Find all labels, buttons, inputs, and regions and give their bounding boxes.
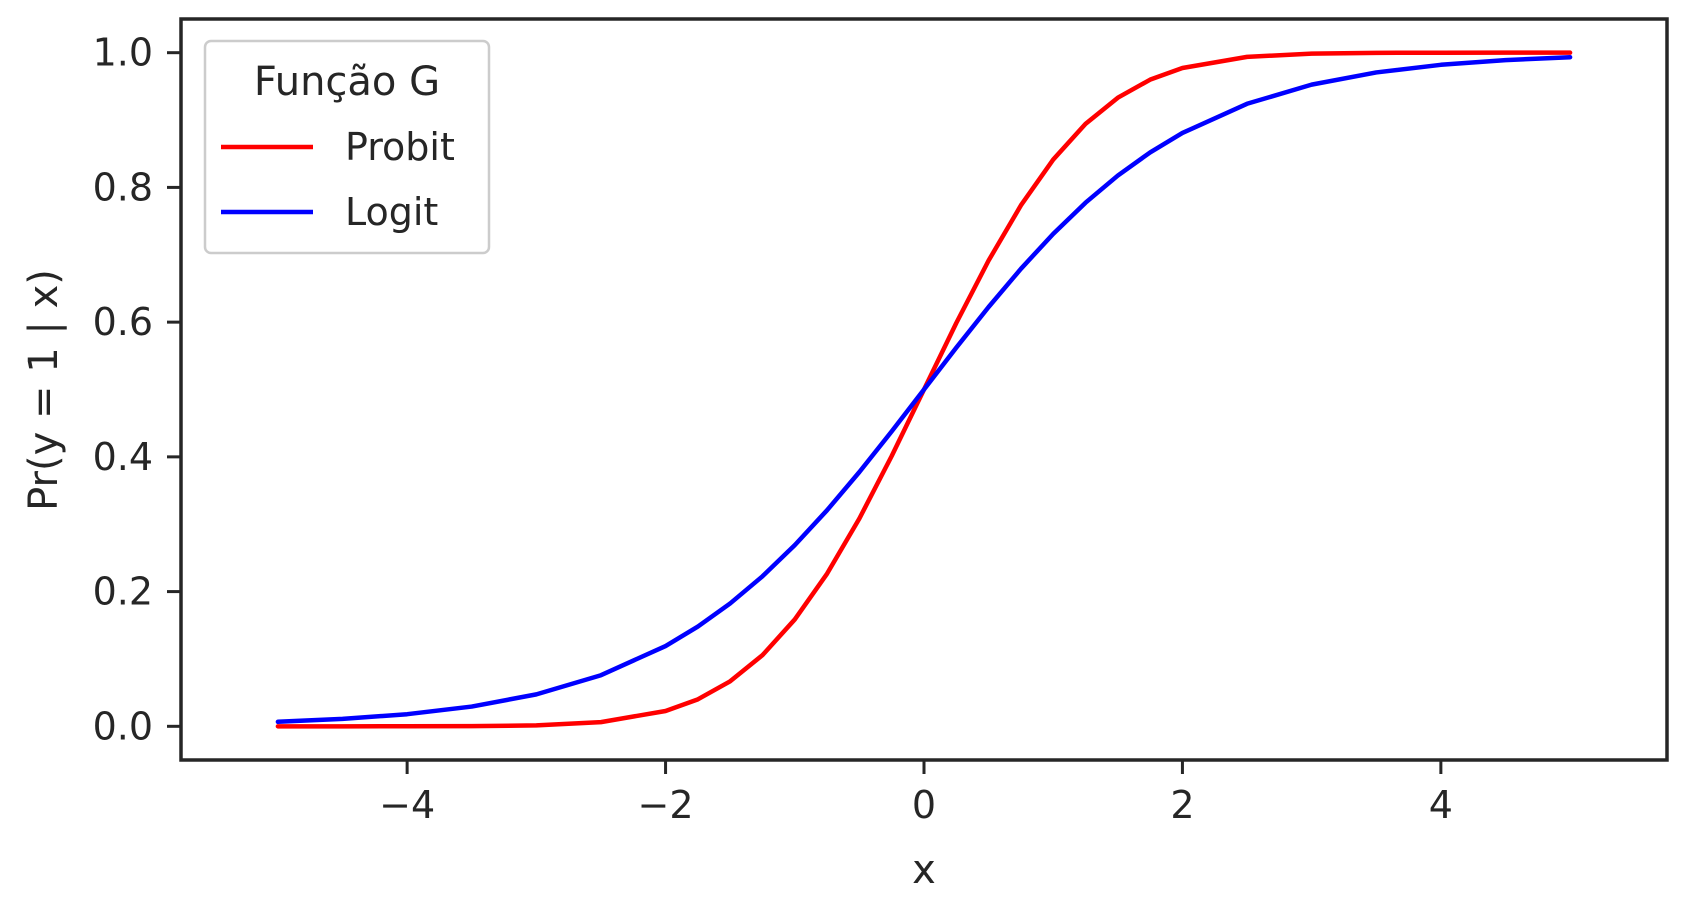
x-axis-ticks: −4 −2 0 2 4: [379, 760, 1453, 827]
legend-entries: Probit Logit: [221, 125, 455, 234]
x-tick-label: 0: [912, 783, 936, 827]
legend: Função G Probit Logit: [203, 39, 491, 255]
legend-box: [203, 39, 491, 255]
y-axis-label: Pr(y = 1 | x): [21, 269, 67, 511]
y-tick-label: 0.2: [93, 570, 153, 614]
series-line-logit: [275, 54, 1573, 725]
x-tick-label: 2: [1170, 783, 1194, 827]
plot-frame: [179, 17, 1669, 762]
legend-title: Função G: [254, 59, 440, 105]
y-tick-label: 1.0: [93, 31, 153, 75]
legend-label-logit: Logit: [345, 190, 438, 234]
y-tick-label: 0.6: [93, 300, 153, 344]
y-tick-label: 0.4: [93, 435, 153, 479]
x-tick-label: −2: [638, 783, 694, 827]
y-tick-label: 0.0: [93, 704, 153, 748]
legend-label-probit: Probit: [345, 125, 455, 169]
x-tick-label: −4: [379, 783, 435, 827]
x-axis-label: x: [912, 847, 936, 893]
y-axis-ticks: 0.0 0.2 0.4 0.6 0.8 1.0: [93, 31, 181, 748]
series-layer: [275, 50, 1573, 729]
x-tick-label: 4: [1429, 783, 1453, 827]
y-tick-label: 0.8: [93, 165, 153, 209]
